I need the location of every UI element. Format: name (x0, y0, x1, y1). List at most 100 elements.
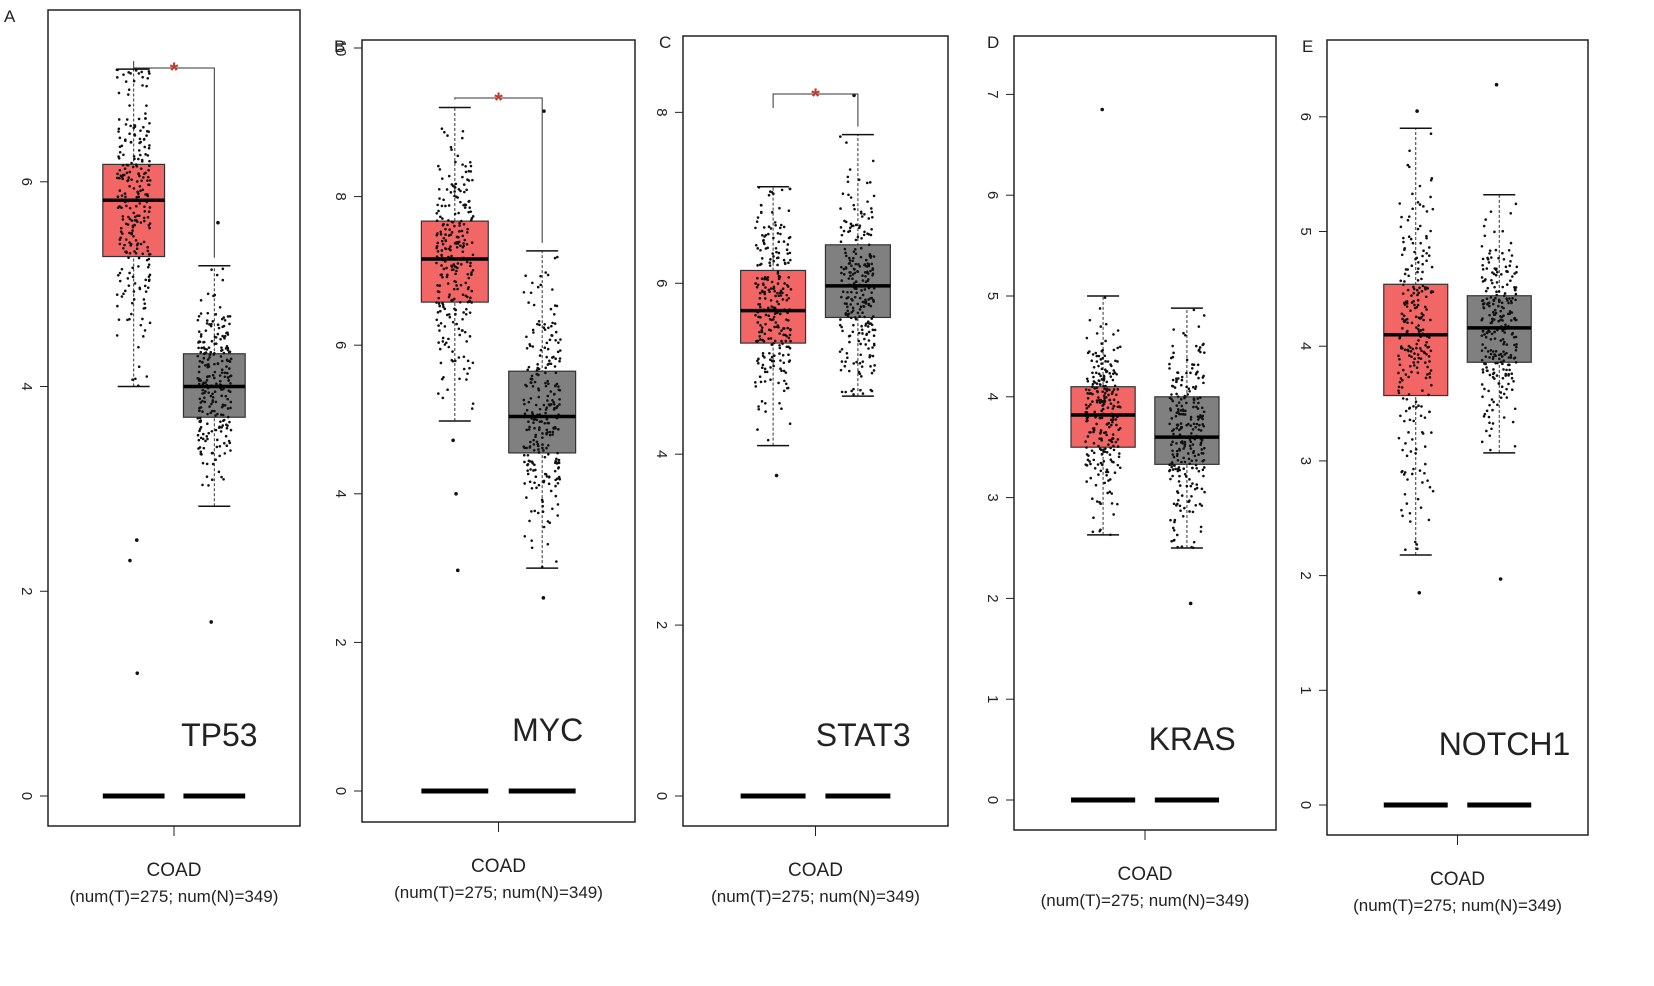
jitter-point (773, 312, 777, 315)
jitter-point (769, 337, 773, 340)
jitter-point (861, 360, 865, 363)
jitter-point (863, 230, 866, 234)
jitter-point (782, 389, 786, 393)
jitter-point (455, 322, 458, 326)
jitter-point (1191, 482, 1194, 485)
jitter-point (754, 385, 758, 388)
jitter-point (850, 290, 853, 294)
jitter-point (1187, 422, 1190, 426)
jitter-point (1086, 379, 1090, 383)
jitter-point (850, 311, 853, 314)
jitter-point (450, 265, 454, 268)
jitter-point (1407, 393, 1411, 396)
jitter-point (441, 340, 445, 343)
jitter-point (1489, 448, 1492, 452)
jitter-point (447, 204, 451, 207)
jitter-point (1179, 398, 1183, 401)
jitter-point (1486, 286, 1490, 290)
jitter-point (1490, 317, 1494, 321)
jitter-point (1407, 354, 1411, 357)
jitter-point (757, 405, 760, 408)
jitter-point (769, 258, 772, 261)
jitter-point (551, 321, 554, 325)
jitter-point (1084, 440, 1087, 443)
jitter-point (788, 422, 792, 426)
jitter-point (129, 244, 133, 247)
jitter-point (1480, 383, 1484, 386)
jitter-point (788, 258, 792, 262)
jitter-point (1097, 364, 1100, 368)
jitter-point (524, 383, 527, 387)
jitter-point (146, 179, 149, 182)
jitter-point (144, 193, 147, 196)
jitter-point (1109, 418, 1113, 422)
jitter-point (781, 342, 784, 345)
jitter-point (1492, 368, 1495, 371)
jitter-point (1490, 278, 1493, 282)
jitter-point (1087, 405, 1091, 408)
jitter-point (471, 269, 475, 272)
jitter-point (148, 321, 152, 325)
jitter-point (120, 206, 123, 210)
jitter-point (769, 366, 772, 369)
jitter-point (1412, 287, 1416, 291)
jitter-point (440, 249, 444, 252)
jitter-point (1512, 379, 1515, 383)
jitter-point (1103, 387, 1106, 391)
jitter-point (1419, 241, 1422, 245)
jitter-point (541, 500, 544, 503)
jitter-point (453, 307, 456, 311)
jitter-point (1110, 440, 1114, 444)
jitter-point (871, 267, 875, 270)
jitter-point (1198, 423, 1201, 427)
jitter-point (219, 420, 222, 423)
jitter-point (1430, 431, 1433, 434)
jitter-point (541, 446, 544, 450)
jitter-point (1199, 443, 1202, 447)
jitter-point (439, 230, 443, 234)
normal-box-group (824, 93, 891, 799)
jitter-point (470, 241, 474, 244)
jitter-point (1399, 377, 1403, 380)
jitter-point (532, 331, 535, 334)
jitter-point (147, 263, 151, 266)
jitter-point (198, 359, 202, 363)
jitter-point (222, 477, 225, 481)
jitter-point (1431, 290, 1435, 293)
jitter-point (1192, 540, 1196, 544)
jitter-point (867, 330, 871, 334)
significance-marker: * (494, 88, 503, 113)
jitter-point (1090, 359, 1094, 362)
jitter-point (1416, 327, 1420, 331)
jitter-point (1504, 265, 1508, 269)
jitter-point (1398, 380, 1402, 384)
jitter-point (538, 407, 542, 411)
jitter-point (1176, 395, 1180, 398)
bracket-line (133, 61, 215, 258)
jitter-point (1199, 530, 1203, 533)
jitter-point (1096, 390, 1099, 394)
jitter-point (1176, 371, 1179, 374)
jitter-point (211, 400, 215, 404)
jitter-point (217, 470, 221, 474)
jitter-point (533, 509, 537, 513)
jitter-point (228, 322, 231, 326)
jitter-point (758, 338, 762, 341)
jitter-point (1401, 368, 1405, 372)
jitter-point (215, 445, 219, 449)
jitter-point (1116, 438, 1120, 441)
jitter-point (202, 446, 206, 450)
jitter-point (859, 246, 863, 250)
jitter-point (139, 140, 143, 144)
jitter-point (460, 229, 464, 233)
y-tick-label: 6 (984, 191, 1001, 199)
jitter-point (1403, 419, 1406, 423)
jitter-point (787, 209, 791, 213)
jitter-point (1500, 273, 1503, 276)
jitter-point (1406, 163, 1410, 167)
jitter-point (1103, 296, 1107, 299)
jitter-point (1397, 371, 1400, 375)
jitter-point (538, 323, 541, 327)
